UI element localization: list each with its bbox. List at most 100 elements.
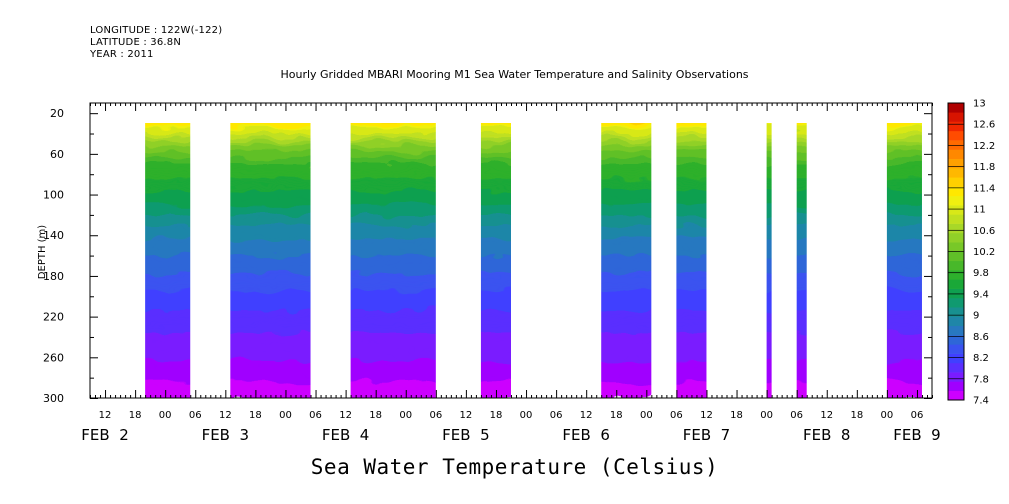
temp-cell: [350, 349, 436, 352]
temp-cell: [676, 221, 707, 224]
temp-cell: [676, 347, 707, 350]
temp-cell: [886, 361, 922, 365]
temp-cell: [145, 359, 191, 362]
temp-cell: [145, 320, 191, 324]
temp-cell: [480, 182, 511, 185]
temp-cell: [230, 271, 311, 275]
temp-cell: [230, 216, 311, 220]
x-tick-label: 12: [219, 410, 232, 421]
temp-cell: [796, 292, 807, 295]
temp-cell: [796, 194, 807, 198]
temp-cell: [676, 328, 707, 332]
temp-cell: [601, 145, 652, 149]
y-tick-label: 300: [43, 392, 64, 405]
temp-cell: [766, 339, 772, 342]
chart-title: Hourly Gridded MBARI Mooring M1 Sea Wate…: [280, 68, 749, 81]
temp-cell: [480, 322, 511, 326]
temp-cell: [796, 280, 807, 283]
temp-cell: [886, 343, 922, 346]
temp-cell: [796, 365, 807, 369]
colorbar-label: 7.4: [973, 396, 989, 407]
temp-cell: [230, 225, 311, 228]
temp-cell: [480, 249, 511, 253]
temp-cell: [480, 395, 511, 398]
temp-cell: [886, 306, 922, 310]
temp-cell: [766, 249, 772, 253]
temp-cell: [668, 117, 714, 120]
temp-cell: [350, 310, 436, 314]
temp-cell: [350, 359, 436, 362]
temp-cell: [350, 381, 436, 385]
temp-cell: [230, 330, 311, 334]
temp-cell: [145, 357, 191, 360]
temp-cell: [766, 145, 772, 149]
temp-cell: [230, 363, 311, 367]
temp-cell: [796, 129, 807, 133]
temp-cell: [766, 373, 772, 377]
temp-cell: [480, 184, 511, 188]
temp-cell: [145, 273, 191, 277]
temp-cell: [145, 286, 191, 289]
temp-cell: [145, 255, 191, 259]
temp-cell: [886, 389, 922, 393]
temp-cell: [766, 296, 772, 299]
temp-cell: [676, 389, 707, 393]
x-tick-label: 00: [159, 410, 172, 421]
temp-cell: [886, 304, 922, 308]
temp-cell: [796, 300, 807, 303]
colorbar-swatch: [948, 121, 964, 132]
temp-cell: [676, 292, 707, 295]
temp-cell: [676, 351, 707, 354]
temp-cell: [350, 166, 436, 169]
temp-cell: [230, 139, 311, 143]
temp-cell: [676, 218, 707, 222]
temp-cell: [796, 284, 807, 287]
temp-cell: [766, 328, 772, 332]
temp-cell: [886, 359, 922, 362]
temp-cell: [601, 332, 652, 336]
temp-cell: [676, 271, 707, 275]
temp-cell: [350, 322, 436, 326]
temp-cell: [676, 343, 707, 346]
temp-cell: [796, 233, 807, 236]
temp-cell: [766, 381, 772, 385]
temp-cell: [145, 239, 191, 242]
temp-cell: [601, 269, 652, 273]
temp-cell: [676, 355, 707, 358]
temp-cell: [350, 355, 436, 358]
temp-cell: [601, 385, 652, 389]
temp-cell: [886, 332, 922, 336]
temp-cell: [886, 180, 922, 183]
temp-cell: [766, 367, 772, 371]
temp-cell: [766, 125, 772, 129]
temp-cell: [766, 208, 772, 212]
temp-cell: [676, 243, 707, 247]
temp-cell: [766, 379, 772, 383]
temp-cell: [230, 365, 311, 369]
temp-cell: [601, 363, 652, 367]
temp-cell: [230, 233, 311, 236]
temp-cell: [796, 153, 807, 157]
temp-cell: [230, 298, 311, 301]
temp-cell: [766, 310, 772, 314]
temp-cell: [480, 216, 511, 220]
temp-cell: [350, 153, 436, 157]
temp-cell: [480, 324, 511, 328]
temp-cell: [766, 391, 772, 395]
temp-cell: [480, 194, 511, 198]
temp-cell: [480, 304, 511, 308]
temp-cell: [350, 363, 436, 367]
temp-cell: [796, 298, 807, 301]
temp-cell: [350, 253, 436, 257]
temp-cell: [676, 296, 707, 299]
temp-cell: [676, 139, 707, 143]
temp-cell: [230, 383, 311, 387]
temp-cell: [886, 149, 922, 153]
temp-cell: [350, 255, 436, 259]
temp-cell: [601, 149, 652, 153]
temp-cell: [601, 373, 652, 377]
temp-cell: [676, 237, 707, 240]
x-tick-label: 06: [429, 410, 442, 421]
temp-cell: [480, 129, 511, 133]
temp-cell: [766, 332, 772, 336]
